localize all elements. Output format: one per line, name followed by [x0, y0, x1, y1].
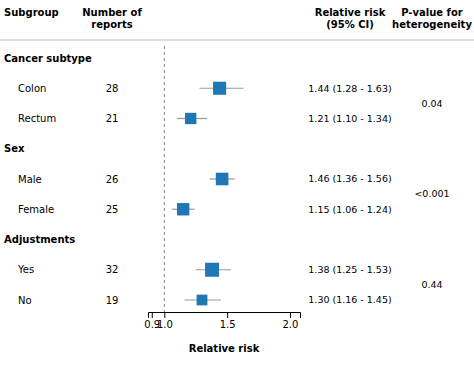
tick-label: 1.0 — [157, 319, 173, 330]
report-count: 32 — [106, 264, 119, 275]
p-heterogeneity: 0.04 — [421, 98, 442, 109]
estimate-box — [177, 203, 189, 215]
group-header: Cancer subtype — [4, 53, 92, 64]
ci-label: 1.44 (1.28 - 1.63) — [308, 83, 391, 94]
row-label: Colon — [18, 83, 46, 94]
chart: Subgroup Number ofreports Relative risk(95… — [0, 0, 474, 381]
p-heterogeneity: 0.44 — [421, 279, 442, 290]
ci-label: 1.15 (1.06 - 1.24) — [308, 204, 391, 215]
ci-label: 1.38 (1.25 - 1.53) — [308, 264, 391, 275]
report-count: 19 — [106, 295, 119, 306]
tick: 1.0 — [157, 312, 173, 330]
x-axis: 0.91.01.52.0 — [144, 312, 300, 330]
ci-label: 1.30 (1.16 - 1.45) — [308, 294, 391, 305]
estimate-box — [185, 113, 196, 124]
estimate-box — [216, 173, 229, 186]
row-label: Male — [18, 174, 42, 185]
report-count: 28 — [106, 83, 119, 94]
tick-mark — [290, 312, 291, 318]
ci-label: 1.21 (1.10 - 1.34) — [308, 113, 391, 124]
tick-label: 1.5 — [220, 319, 236, 330]
estimate-box — [197, 295, 208, 306]
tick-mark — [164, 312, 165, 318]
x-axis-title: Relative risk — [189, 343, 260, 354]
tick: 2.0 — [282, 312, 298, 330]
report-count: 25 — [106, 204, 119, 215]
row-label: Female — [18, 204, 54, 215]
header-rule — [0, 40, 474, 41]
tick-mark — [152, 312, 153, 318]
ci-label: 1.46 (1.36 - 1.56) — [308, 173, 391, 184]
reference-line — [164, 46, 165, 312]
p-heterogeneity: <0.001 — [414, 188, 449, 199]
column-header: P-value forheterogeneity — [392, 7, 472, 30]
estimate-box — [213, 82, 226, 95]
row-label: Yes — [17, 264, 34, 275]
plot-area — [164, 46, 243, 312]
estimate-box — [205, 263, 219, 277]
row-label: No — [18, 295, 32, 306]
axis-line — [149, 313, 301, 319]
group-header: Sex — [4, 143, 25, 154]
column-header: Number ofreports — [82, 7, 142, 30]
column-header: Relative risk(95% CI) — [315, 7, 386, 30]
group-header: Adjustments — [4, 234, 75, 245]
tick-mark — [227, 312, 228, 318]
report-count: 26 — [106, 174, 119, 185]
column-header: Subgroup — [4, 7, 59, 18]
tick-label: 2.0 — [282, 319, 298, 330]
report-count: 21 — [106, 113, 119, 124]
tick: 1.5 — [220, 312, 236, 330]
row-label: Rectum — [18, 113, 56, 124]
